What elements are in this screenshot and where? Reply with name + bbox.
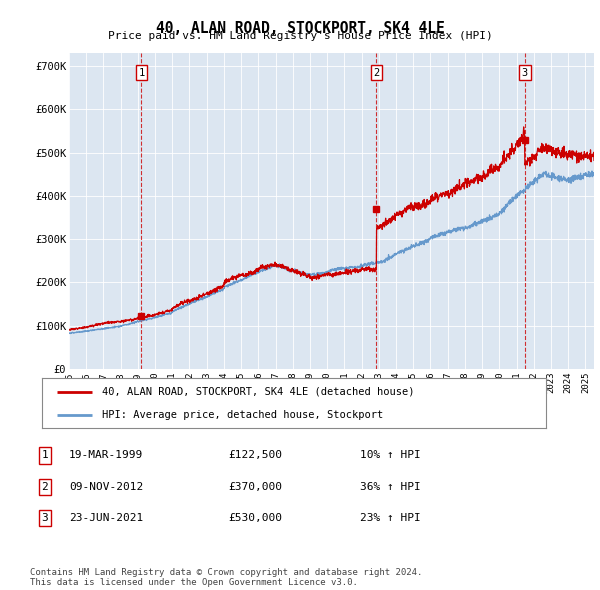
Text: 3: 3	[41, 513, 49, 523]
Text: 36% ↑ HPI: 36% ↑ HPI	[360, 482, 421, 491]
Text: HPI: Average price, detached house, Stockport: HPI: Average price, detached house, Stoc…	[103, 410, 384, 420]
Text: 40, ALAN ROAD, STOCKPORT, SK4 4LE (detached house): 40, ALAN ROAD, STOCKPORT, SK4 4LE (detac…	[103, 386, 415, 396]
Text: 1: 1	[41, 451, 49, 460]
Text: 2: 2	[41, 482, 49, 491]
Text: Price paid vs. HM Land Registry's House Price Index (HPI): Price paid vs. HM Land Registry's House …	[107, 31, 493, 41]
Text: 2: 2	[373, 68, 380, 77]
Text: 3: 3	[521, 68, 528, 77]
Text: £530,000: £530,000	[228, 513, 282, 523]
Text: £122,500: £122,500	[228, 451, 282, 460]
Text: 10% ↑ HPI: 10% ↑ HPI	[360, 451, 421, 460]
Text: 40, ALAN ROAD, STOCKPORT, SK4 4LE: 40, ALAN ROAD, STOCKPORT, SK4 4LE	[155, 21, 445, 35]
Text: 19-MAR-1999: 19-MAR-1999	[69, 451, 143, 460]
Text: £370,000: £370,000	[228, 482, 282, 491]
Text: Contains HM Land Registry data © Crown copyright and database right 2024.
This d: Contains HM Land Registry data © Crown c…	[30, 568, 422, 587]
Text: 23% ↑ HPI: 23% ↑ HPI	[360, 513, 421, 523]
Text: 1: 1	[139, 68, 145, 77]
Text: 23-JUN-2021: 23-JUN-2021	[69, 513, 143, 523]
Text: 09-NOV-2012: 09-NOV-2012	[69, 482, 143, 491]
